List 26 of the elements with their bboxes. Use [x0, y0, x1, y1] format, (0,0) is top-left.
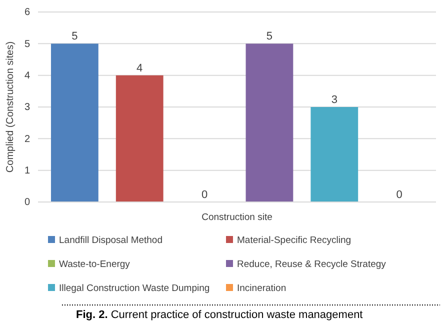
data-label: 0: [201, 189, 208, 201]
x-tick-label: Construction site: [202, 212, 272, 223]
data-label: 5: [72, 30, 78, 43]
legend-label: Reduce, Reuse & Recycle Strategy: [237, 259, 386, 270]
y-axis-title: Complied (Construction sites): [5, 41, 16, 173]
y-tick-label: 1: [24, 166, 30, 177]
caption: Fig. 2. Current practice of construction waste management: [76, 309, 363, 321]
bar: [50, 44, 98, 202]
y-tick-label: 5: [24, 38, 30, 50]
y-tick-label: 4: [24, 70, 30, 82]
data-label: 4: [136, 62, 143, 74]
bar: [246, 44, 294, 202]
data-label: 3: [331, 94, 338, 106]
y-tick-label: 6: [24, 7, 30, 18]
legend-label: Waste-to-Energy: [59, 259, 130, 270]
legend-label: Incineration: [237, 283, 286, 294]
legend-label: Illegal Construction Waste Dumping: [59, 283, 210, 294]
data-label: 5: [266, 30, 273, 43]
y-tick-label: 0: [24, 197, 30, 208]
legend-label: Material-Specific Recycling: [237, 235, 352, 246]
bar: [310, 107, 358, 202]
y-tick-label: 3: [24, 102, 30, 114]
y-tick-label: 2: [24, 134, 30, 145]
bar: [116, 75, 164, 202]
legend-label: Landfill Disposal Method: [59, 235, 163, 246]
data-label: 0: [396, 189, 402, 201]
